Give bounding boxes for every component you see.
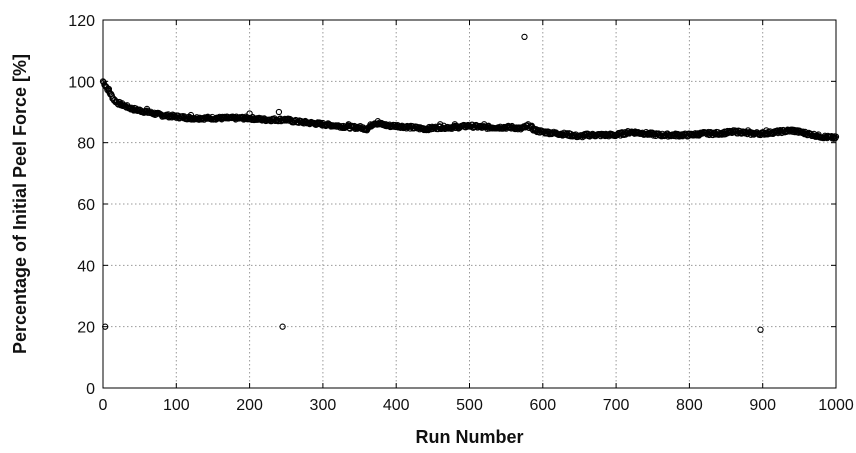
x-axis-label: Run Number xyxy=(416,427,524,447)
outlier-point xyxy=(757,326,764,333)
y-tick-label: 40 xyxy=(77,258,95,275)
x-tick-label: 300 xyxy=(310,397,337,414)
grid-lines xyxy=(103,20,836,388)
data-point xyxy=(187,111,195,119)
y-tick-label: 60 xyxy=(77,197,95,214)
outlier-point xyxy=(105,85,113,93)
outlier-point xyxy=(521,33,528,41)
data-point xyxy=(528,122,535,129)
data-point xyxy=(345,121,352,128)
data-point xyxy=(143,105,151,113)
x-tick-label: 700 xyxy=(603,397,630,414)
y-tick-label: 80 xyxy=(77,136,95,153)
outlier-point xyxy=(279,323,286,330)
data-point xyxy=(246,110,253,117)
x-tick-label: 600 xyxy=(529,397,556,414)
x-tick-label: 1000 xyxy=(818,397,854,414)
data-point xyxy=(481,121,488,128)
y-axis-label: Percentage of Initial Peel Force [%] xyxy=(10,54,30,354)
data-point xyxy=(188,116,195,123)
data-point xyxy=(374,118,382,125)
tick-labels: 0 100 200 300 400 500 600 700 800 900 1000 0 20 40 60 8… xyxy=(68,13,854,414)
data-point xyxy=(437,121,444,128)
data-point xyxy=(763,127,770,134)
data-point xyxy=(275,108,283,116)
y-tick-label: 0 xyxy=(86,381,95,398)
axis-ticks xyxy=(102,19,837,389)
x-tick-label: 500 xyxy=(456,397,483,414)
y-tick-label: 120 xyxy=(68,13,95,30)
x-tick-label: 100 xyxy=(163,397,190,414)
data-points xyxy=(99,33,840,333)
y-tick-label: 100 xyxy=(68,74,95,91)
x-tick-label: 900 xyxy=(749,397,776,414)
x-tick-label: 400 xyxy=(383,397,410,414)
y-tick-label: 20 xyxy=(77,320,95,337)
x-tick-label: 0 xyxy=(99,397,108,414)
x-tick-label: 800 xyxy=(676,397,703,414)
data-point xyxy=(108,92,115,99)
data-point xyxy=(744,127,752,134)
x-tick-label: 200 xyxy=(236,397,263,414)
data-point xyxy=(451,121,458,128)
